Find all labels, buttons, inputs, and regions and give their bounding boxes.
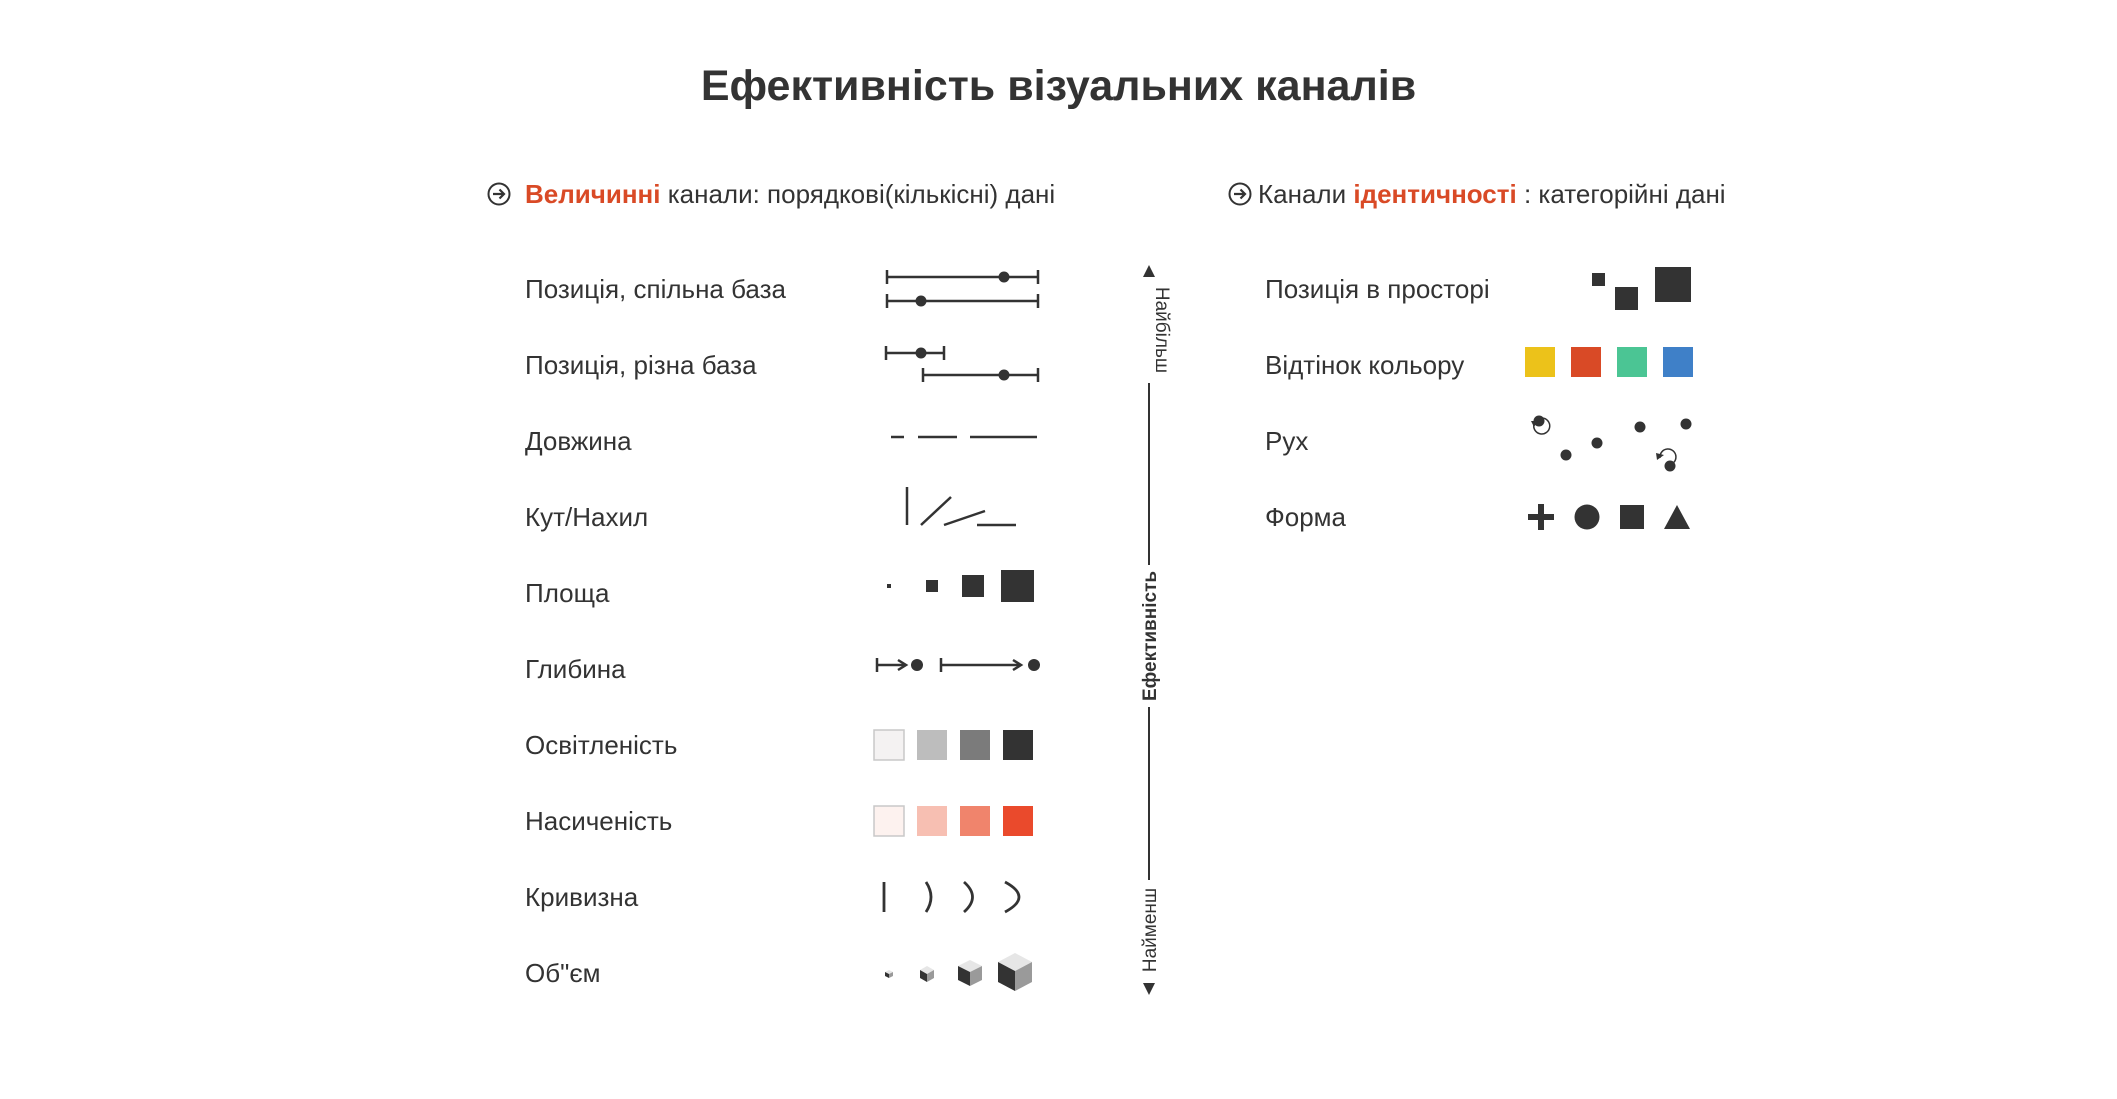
triangle-icon [1664, 505, 1690, 529]
identity-heading-text: : категорійні дані [1523, 179, 1726, 209]
lightness-swatch [917, 730, 947, 760]
identity-row-label: Відтінок кольору [1265, 350, 1465, 380]
saturation-swatch [1003, 806, 1033, 836]
page-title: Ефективність візуальних каналів [700, 62, 1417, 110]
lightness-swatch [1003, 730, 1033, 760]
cube-icon [920, 966, 934, 982]
glyph-depth [875, 658, 1040, 672]
glyph-curvature [882, 880, 1021, 914]
axis-bottom-label: Найменш [1140, 888, 1161, 972]
magnitude-row-label: Позиція, різна база [525, 350, 757, 380]
cube-icon [998, 953, 1032, 991]
hue-swatch [1525, 347, 1555, 377]
effectiveness-axis [1143, 265, 1155, 995]
magnitude-row-label: Глибина [525, 654, 626, 684]
hue-swatch [1617, 347, 1647, 377]
magnitude-heading-highlight: Величинні [525, 179, 661, 209]
hue-swatch [1571, 347, 1601, 377]
axis-label: Ефективність [1140, 571, 1161, 701]
identity-row-label: Позиція в просторі [1265, 274, 1490, 304]
saturation-swatch [873, 805, 905, 837]
identity-heading: Канали ідентичності : категорійні дані [1228, 179, 1726, 210]
glyph-spatial-region [1592, 267, 1691, 310]
magnitude-row-label: Насиченість [525, 806, 673, 836]
cube-icon [885, 970, 893, 978]
magnitude-row-label: Площа [525, 578, 610, 608]
arrow-right-circle-icon [1228, 182, 1252, 206]
glyph-shape [1528, 504, 1690, 530]
glyph-position-unaligned-scale [884, 346, 1040, 382]
magnitude-heading: Величинні канали: порядкові(кількісні) д… [487, 179, 1055, 210]
saturation-swatch [960, 806, 990, 836]
magnitude-row-label: Об"єм [525, 958, 601, 988]
magnitude-row-label: Освітленість [525, 730, 678, 760]
saturation-swatch [917, 806, 947, 836]
identity-row-label: Форма [1265, 502, 1347, 532]
glyph-volume [885, 953, 1032, 991]
lightness-swatch [960, 730, 990, 760]
arrow-right-circle-icon [487, 182, 511, 206]
hue-swatch [1663, 347, 1693, 377]
magnitude-row-label: Кут/Нахил [525, 502, 649, 532]
glyph-angle [905, 487, 1016, 527]
glyph-area [887, 570, 1034, 602]
magnitude-heading-text: канали: порядкові(кількісні) дані [667, 179, 1056, 209]
plus-icon [1528, 504, 1554, 530]
cube-icon [958, 960, 982, 986]
glyph-position-common-scale [885, 270, 1040, 308]
identity-heading-highlight: ідентичності [1353, 179, 1517, 209]
magnitude-row-label: Позиція, спільна база [525, 274, 786, 304]
magnitude-row-label: Кривизна [525, 882, 639, 912]
circle-icon [1574, 504, 1600, 530]
square-icon [1620, 505, 1644, 529]
identity-row-label: Рух [1265, 426, 1309, 456]
identity-heading-prefix: Канали [1258, 179, 1347, 209]
magnitude-row-label: Довжина [525, 426, 632, 456]
axis-top-label: Найбільш [1151, 287, 1172, 373]
glyph-motion [1531, 415, 1692, 472]
lightness-swatch [873, 729, 905, 761]
